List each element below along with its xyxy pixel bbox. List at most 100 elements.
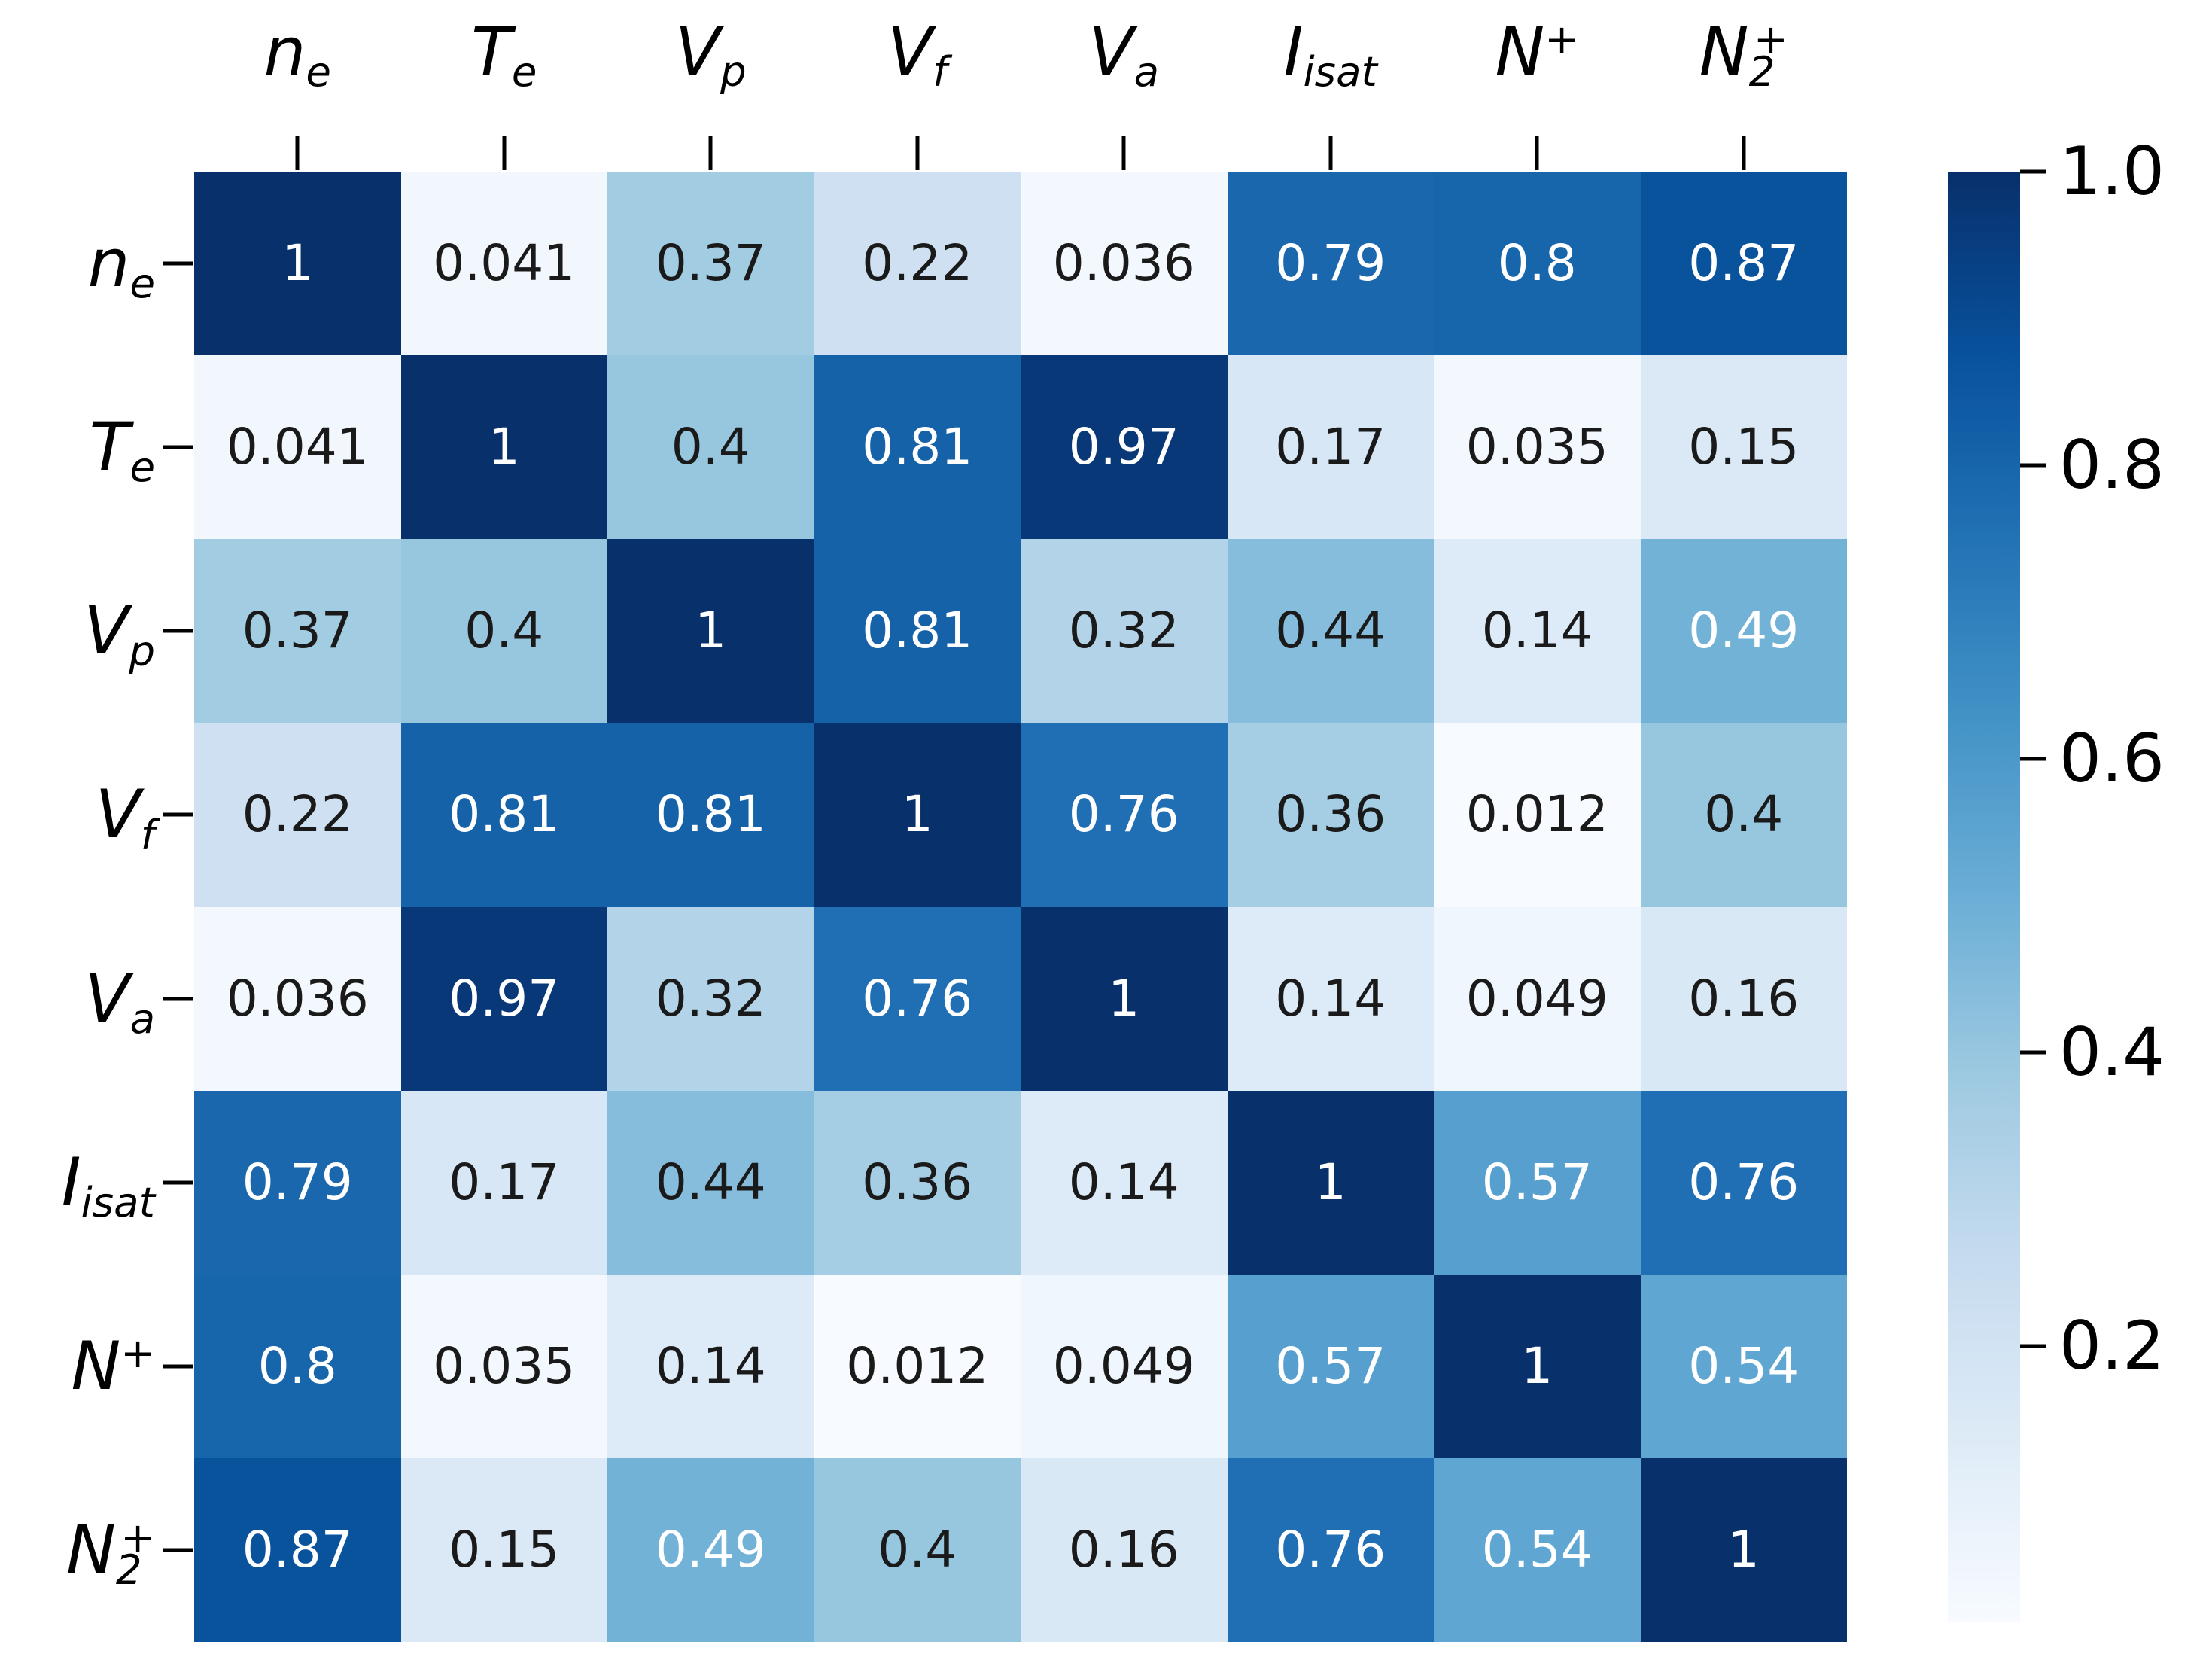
variable-base: V <box>84 592 129 670</box>
heatmap-cell-N2+-N2+: 1 <box>1640 1457 1847 1642</box>
heatmap-cell-I_isat-N+: 0.57 <box>1434 1090 1641 1275</box>
heatmap-cell-V_a-N+: 0.049 <box>1434 906 1641 1091</box>
colorbar-tick <box>2020 463 2046 468</box>
variable-subscript: isat <box>81 1177 155 1226</box>
x-axis-tick <box>502 136 507 170</box>
heatmap-cell-V_p-n_e: 0.37 <box>194 539 401 723</box>
heatmap-cell-I_isat-T_e: 0.17 <box>400 1090 607 1275</box>
heatmap-cell-N+-T_e: 0.035 <box>400 1274 607 1458</box>
heatmap-cell-N+-N2+: 0.54 <box>1640 1274 1847 1458</box>
heatmap-cell-V_f-N+: 0.012 <box>1434 723 1641 907</box>
y-axis-label-V_a: Va <box>0 965 155 1039</box>
colorbar-tick <box>2020 757 2046 761</box>
variable-base: N <box>1495 13 1545 90</box>
x-axis-tick <box>915 136 920 170</box>
heatmap-cell-V_f-V_p: 0.81 <box>607 723 814 907</box>
x-axis-label-N+: N+ <box>1495 18 1579 85</box>
variable-base: N <box>1699 13 1749 90</box>
variable-base: T <box>471 13 512 90</box>
variable-subscript: p <box>129 626 155 675</box>
x-axis-label-V_a: Va <box>1088 19 1159 93</box>
heatmap-cell-V_p-I_isat: 0.44 <box>1227 539 1434 723</box>
heatmap-cell-N2+-T_e: 0.15 <box>400 1457 607 1642</box>
heatmap-cell-N2+-I_isat: 0.76 <box>1227 1457 1434 1642</box>
heatmap-cell-V_p-T_e: 0.4 <box>400 539 607 723</box>
heatmap-cell-I_isat-V_p: 0.44 <box>607 1090 814 1275</box>
heatmap-cell-V_a-N2+: 0.16 <box>1640 906 1847 1091</box>
x-axis-label-T_e: Te <box>471 19 537 93</box>
heatmap-cell-T_e-N2+: 0.15 <box>1640 355 1847 540</box>
colorbar <box>1948 172 2020 1622</box>
colorbar-tick-label: 0.2 <box>2059 1306 2165 1384</box>
heatmap-cell-V_p-V_a: 0.32 <box>1021 539 1228 723</box>
heatmap-cell-I_isat-n_e: 0.79 <box>194 1090 401 1275</box>
heatmap-cell-N2+-V_p: 0.49 <box>607 1457 814 1642</box>
heatmap-cell-T_e-T_e: 1 <box>400 355 607 540</box>
heatmap-cell-V_f-I_isat: 0.36 <box>1227 723 1434 907</box>
variable-superscript: + <box>120 1512 155 1561</box>
y-axis-tick <box>163 261 193 266</box>
y-axis-label-N2+: N2+ <box>0 1516 155 1590</box>
heatmap-cell-V_f-V_a: 0.76 <box>1021 723 1228 907</box>
variable-subscript: 2 <box>1748 47 1775 96</box>
heatmap-cell-n_e-N2+: 0.87 <box>1640 172 1847 356</box>
heatmap-cell-n_e-V_p: 0.37 <box>607 172 814 356</box>
heatmap-cell-N2+-V_a: 0.16 <box>1021 1457 1228 1642</box>
heatmap-cell-V_f-V_f: 1 <box>814 723 1021 907</box>
variable-base: n <box>87 224 130 303</box>
x-axis-label-V_f: Vf <box>887 19 947 93</box>
x-axis-tick <box>295 136 300 170</box>
heatmap-cell-n_e-I_isat: 0.79 <box>1227 172 1434 356</box>
y-axis-label-I_isat: Iisat <box>0 1149 155 1223</box>
variable-base: n <box>263 13 306 90</box>
variable-subscript: f <box>140 810 155 859</box>
x-axis-tick <box>1121 136 1126 170</box>
y-axis-tick <box>163 1180 193 1185</box>
variable-subscript: a <box>129 994 155 1043</box>
heatmap-cell-N2+-n_e: 0.87 <box>194 1457 401 1642</box>
heatmap-cell-n_e-V_f: 0.22 <box>814 172 1021 356</box>
variable-subscript: 2 <box>115 1546 142 1594</box>
heatmap-cell-V_p-V_f: 0.81 <box>814 539 1021 723</box>
variable-subscript: e <box>129 259 155 308</box>
colorbar-tick <box>2020 169 2046 174</box>
x-axis-tick <box>708 136 713 170</box>
heatmap-cell-T_e-I_isat: 0.17 <box>1227 355 1434 540</box>
heatmap-cell-N+-N+: 1 <box>1434 1274 1641 1458</box>
heatmap-cell-N+-I_isat: 0.57 <box>1227 1274 1434 1458</box>
colorbar-tick-label: 0.4 <box>2059 1013 2165 1091</box>
colorbar-tick-label: 0.6 <box>2059 719 2165 797</box>
heatmap-cell-T_e-V_a: 0.97 <box>1021 355 1228 540</box>
heatmap-cell-T_e-V_f: 0.81 <box>814 355 1021 540</box>
heatmap-cell-I_isat-V_f: 0.36 <box>814 1090 1021 1275</box>
x-axis-label-N2+: N2+ <box>1699 18 1788 92</box>
heatmap-cell-N2+-N+: 0.54 <box>1434 1457 1641 1642</box>
variable-superscript: + <box>1753 14 1788 63</box>
variable-subscript: p <box>720 47 747 96</box>
colorbar-tick <box>2020 1050 2046 1055</box>
y-axis-tick <box>163 812 193 817</box>
x-axis-label-V_p: Vp <box>675 19 747 93</box>
variable-base: V <box>1088 13 1134 90</box>
heatmap-cell-n_e-T_e: 0.041 <box>400 172 607 356</box>
heatmap-cell-n_e-V_a: 0.036 <box>1021 172 1228 356</box>
variable-subscript: a <box>1133 47 1160 96</box>
heatmap-cell-V_f-T_e: 0.81 <box>400 723 607 907</box>
heatmap-cell-V_f-N2+: 0.4 <box>1640 723 1847 907</box>
y-axis-tick <box>163 997 193 1001</box>
variable-subscript: e <box>511 47 537 96</box>
heatmap-cell-n_e-n_e: 1 <box>194 172 401 356</box>
heatmap-cell-N+-V_f: 0.012 <box>814 1274 1021 1458</box>
colorbar-tick <box>2020 1344 2046 1348</box>
x-axis-label-n_e: ne <box>264 19 331 93</box>
y-axis-tick <box>163 1548 193 1552</box>
heatmap-cell-N+-V_a: 0.049 <box>1021 1274 1228 1458</box>
variable-subscript: isat <box>1303 47 1377 96</box>
heatmap-cell-V_a-V_a: 1 <box>1021 906 1228 1091</box>
heatmap-cell-V_p-V_p: 1 <box>607 539 814 723</box>
x-axis-tick <box>1328 136 1333 170</box>
heatmap-cell-V_p-N+: 0.14 <box>1434 539 1641 723</box>
heatmap-cell-V_a-n_e: 0.036 <box>194 906 401 1091</box>
variable-base: V <box>887 13 933 90</box>
